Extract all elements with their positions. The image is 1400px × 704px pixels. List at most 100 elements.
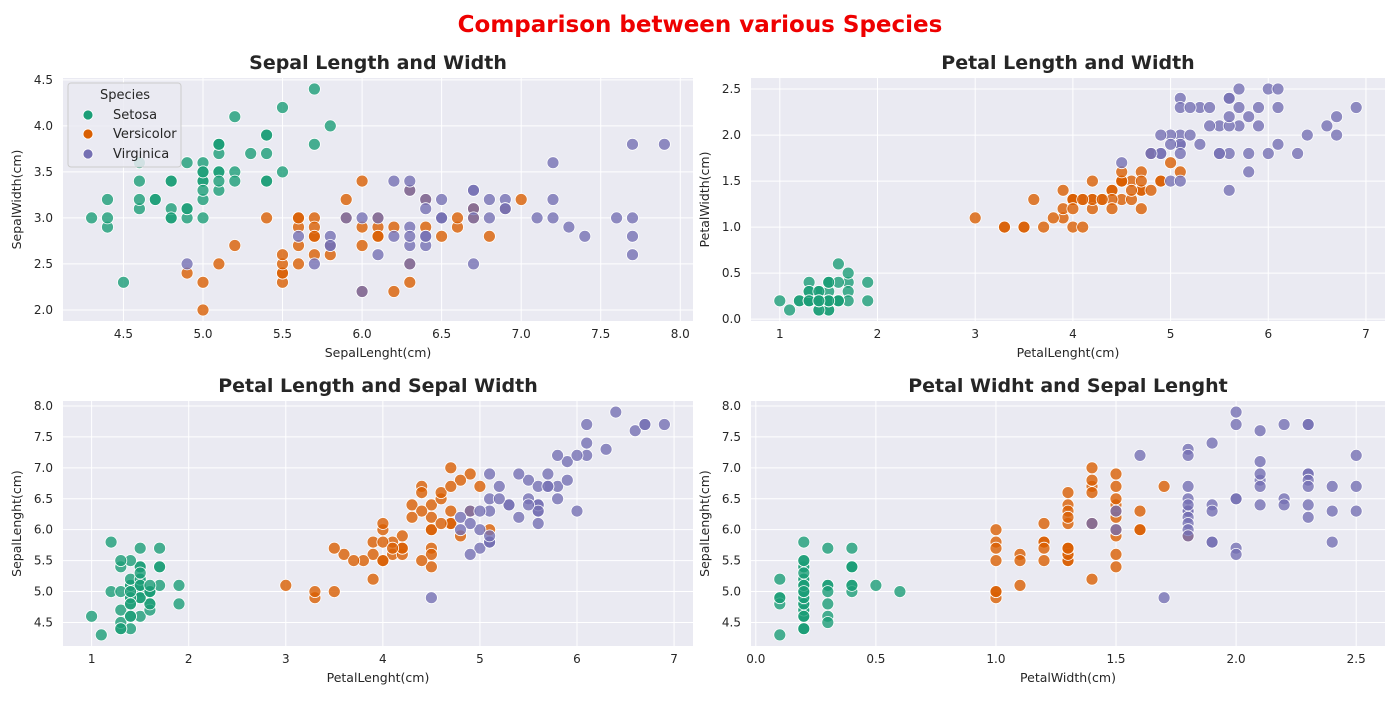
data-point xyxy=(467,211,480,225)
data-point xyxy=(1232,101,1246,114)
data-point xyxy=(1301,510,1315,524)
data-point xyxy=(1095,193,1109,206)
data-point xyxy=(327,541,341,555)
data-point xyxy=(822,275,836,289)
y-tick-label: 2.0 xyxy=(722,128,741,142)
data-point xyxy=(424,591,438,605)
data-point xyxy=(797,535,811,549)
data-point xyxy=(1164,137,1177,151)
data-point xyxy=(386,541,400,555)
data-point xyxy=(1229,418,1243,431)
data-point xyxy=(1181,448,1195,462)
data-point xyxy=(1157,479,1171,493)
data-point xyxy=(1213,147,1226,160)
data-point xyxy=(196,275,210,289)
x-tick-label: 5 xyxy=(476,652,484,666)
data-point xyxy=(989,585,1003,598)
y-tick-label: 3.5 xyxy=(34,165,53,179)
x-tick-label: 1 xyxy=(88,652,96,666)
data-point xyxy=(1253,467,1267,481)
data-point xyxy=(212,137,226,151)
x-tick-label: 0.5 xyxy=(866,652,885,666)
data-point xyxy=(797,609,811,623)
data-point xyxy=(101,211,114,225)
y-tick-label: 1.5 xyxy=(722,174,741,188)
data-point xyxy=(821,585,835,598)
data-point xyxy=(998,220,1011,234)
data-point xyxy=(405,510,419,524)
x-tick-label: 2 xyxy=(874,327,882,341)
data-point xyxy=(434,486,448,500)
data-point xyxy=(1301,498,1315,512)
data-point xyxy=(403,275,417,289)
data-point xyxy=(454,510,467,524)
data-point xyxy=(292,229,305,243)
data-point xyxy=(861,275,875,289)
data-point xyxy=(541,467,555,481)
data-point xyxy=(1181,479,1195,493)
x-tick-label: 1.0 xyxy=(986,652,1005,666)
data-point xyxy=(419,229,433,243)
data-point xyxy=(180,156,194,170)
x-tick-label: 5.0 xyxy=(193,327,212,341)
data-point xyxy=(551,492,564,506)
data-point xyxy=(1291,147,1304,160)
legend-label-versicolor: Versicolor xyxy=(113,127,177,142)
legend-marker-setosa xyxy=(82,109,94,121)
legend: Species Setosa Versicolor Virginica xyxy=(67,82,182,168)
data-point xyxy=(371,211,385,225)
x-tick-label: 8.0 xyxy=(671,327,690,341)
subplot-petal-length-sepal-width: PetalLenght(cm) SepalLenght(cm) 1 2 3 4 5 6 7 4… xyxy=(9,375,693,685)
data-point xyxy=(1076,193,1090,206)
data-point xyxy=(546,193,560,206)
data-point xyxy=(228,110,242,124)
data-point xyxy=(153,560,167,574)
data-point xyxy=(454,523,467,537)
data-point xyxy=(292,211,305,225)
x-tick-label: 3 xyxy=(282,652,290,666)
data-point xyxy=(626,229,639,243)
data-point xyxy=(124,597,137,611)
x-tick-label: 4.5 xyxy=(114,327,133,341)
data-point xyxy=(1037,220,1050,234)
series-virginica xyxy=(1085,405,1363,605)
data-point xyxy=(376,554,390,567)
series-virginica xyxy=(1115,82,1363,197)
x-tick-label: 5.5 xyxy=(273,327,292,341)
x-tick-label: 2 xyxy=(185,652,193,666)
data-point xyxy=(832,257,845,271)
x-tick-label: 4 xyxy=(379,652,387,666)
data-point xyxy=(1253,479,1267,493)
y-axis-label: SepalWidth(cm) xyxy=(9,150,24,250)
data-point xyxy=(424,560,438,574)
x-tick-label: 2.0 xyxy=(1227,652,1246,666)
data-point xyxy=(1181,529,1195,543)
data-point xyxy=(1242,147,1256,160)
data-point xyxy=(228,174,242,188)
data-point xyxy=(845,579,859,592)
data-point xyxy=(387,174,401,188)
data-point xyxy=(260,211,274,225)
data-point xyxy=(1109,504,1123,518)
data-point xyxy=(148,193,162,206)
data-point xyxy=(1325,535,1339,549)
data-point xyxy=(482,193,496,206)
data-point xyxy=(1109,548,1123,561)
data-point xyxy=(212,257,226,271)
data-point xyxy=(366,572,380,586)
data-point xyxy=(531,504,545,518)
subplot-sepal-length-width: SepalLenght(cm) SepalWidth(cm) 4.5 5.0 5.5… xyxy=(9,52,693,360)
data-point xyxy=(276,101,289,114)
subplot-title: Petal Widht and Sepal Lenght xyxy=(908,375,1228,397)
x-tick-label: 6.0 xyxy=(353,327,372,341)
series-virginica xyxy=(424,405,671,605)
data-point xyxy=(546,156,560,170)
data-point xyxy=(1229,548,1243,561)
y-tick-label: 7.0 xyxy=(34,461,53,475)
data-point xyxy=(153,541,167,555)
y-tick-label: 4.5 xyxy=(34,73,53,87)
subplot-title: Sepal Length and Width xyxy=(249,52,507,74)
data-point xyxy=(244,147,258,160)
data-point xyxy=(276,248,289,262)
series-setosa xyxy=(773,257,875,317)
